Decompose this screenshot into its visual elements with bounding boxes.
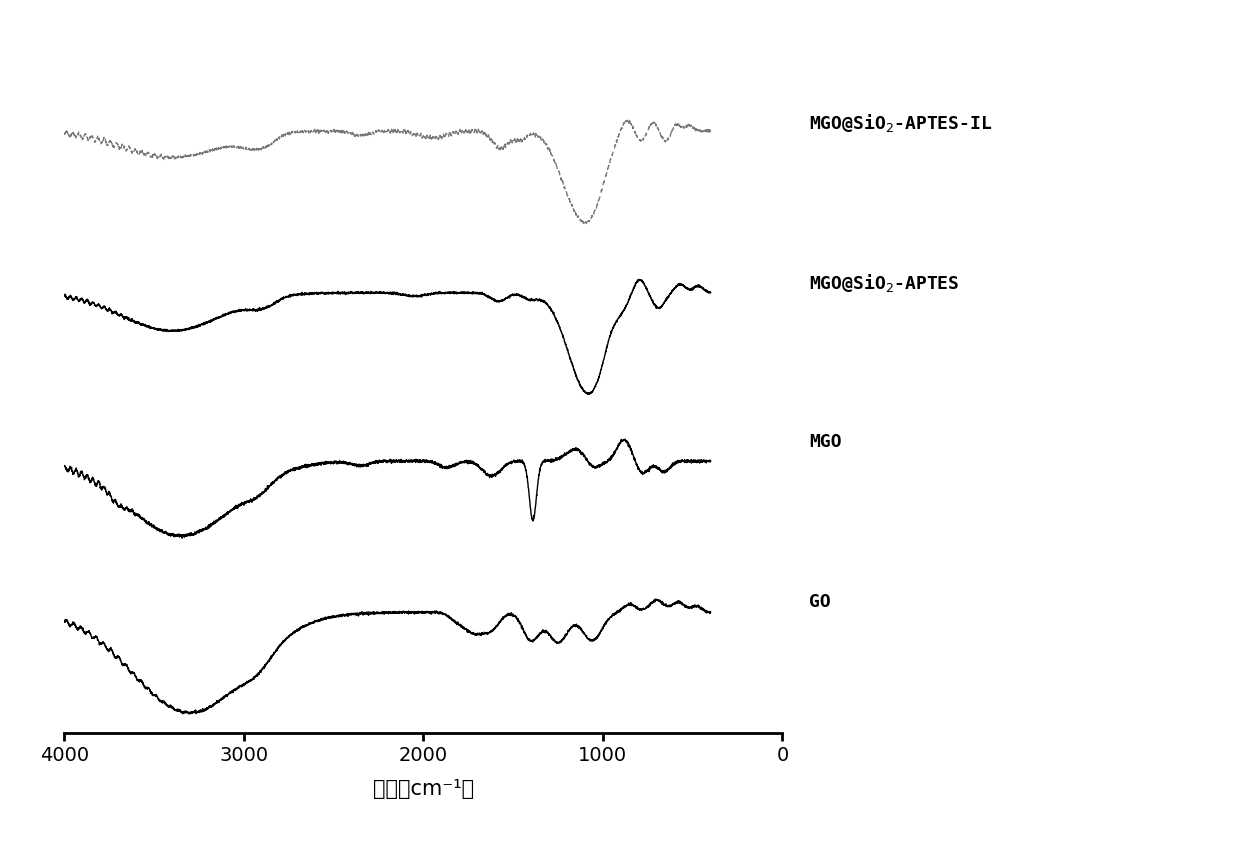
X-axis label: 波数（cm⁻¹）: 波数（cm⁻¹） xyxy=(373,779,474,799)
Text: GO: GO xyxy=(810,593,831,611)
Text: MGO@SiO$_2$-APTES: MGO@SiO$_2$-APTES xyxy=(810,271,960,293)
Text: MGO@SiO$_2$-APTES-IL: MGO@SiO$_2$-APTES-IL xyxy=(810,112,993,134)
Text: MGO: MGO xyxy=(810,433,842,451)
